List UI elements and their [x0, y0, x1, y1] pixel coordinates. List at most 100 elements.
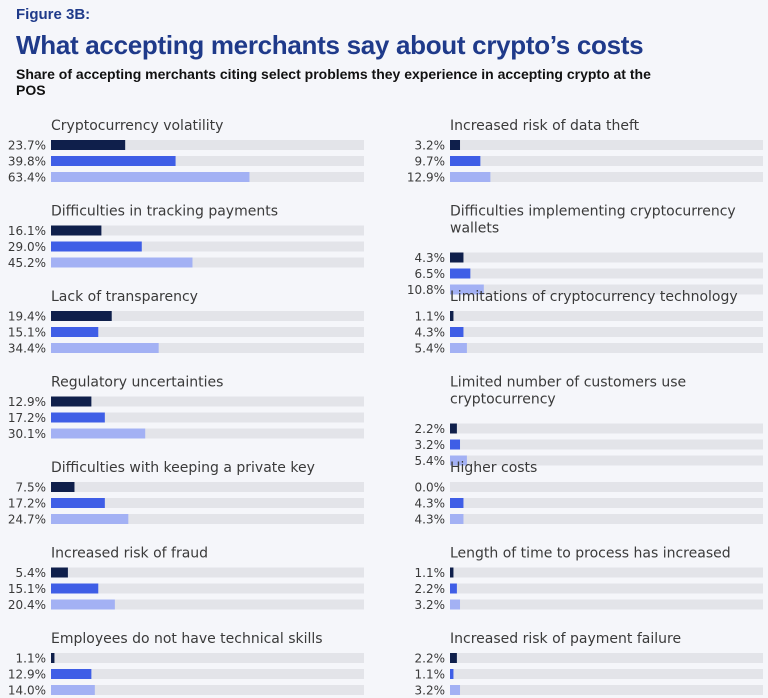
- bar: [51, 653, 55, 663]
- bar: [51, 225, 102, 236]
- bar-track: [450, 498, 763, 508]
- category-label: Length of time to process has increased: [450, 546, 731, 562]
- value-label: 4.3%: [415, 497, 446, 511]
- bar-track: [450, 455, 763, 466]
- value-label: 20.4%: [8, 598, 46, 612]
- bar-track: [51, 156, 364, 166]
- bar-track: [450, 140, 763, 150]
- value-label: 63.4%: [8, 171, 46, 185]
- bar-track: [51, 583, 364, 594]
- bar: [51, 669, 92, 679]
- category-label: Employees do not have technical skills: [51, 631, 323, 647]
- bar: [51, 685, 95, 695]
- bar: [51, 257, 193, 268]
- bar-track: [450, 327, 763, 337]
- category-label: wallets: [450, 221, 499, 237]
- chart-title: What accepting merchants say about crypt…: [16, 30, 644, 60]
- bar: [450, 653, 457, 663]
- bar: [450, 172, 491, 182]
- bar-track: [51, 396, 364, 407]
- figure-label: Figure 3B:: [16, 6, 91, 23]
- value-label: 15.1%: [8, 326, 46, 340]
- value-label: 34.4%: [8, 342, 46, 356]
- bar-track: [450, 268, 763, 279]
- bar-track: [450, 583, 763, 594]
- bar: [51, 311, 112, 321]
- category-label: Increased risk of fraud: [51, 546, 208, 562]
- value-label: 3.2%: [415, 598, 446, 612]
- value-label: 1.1%: [16, 652, 47, 666]
- value-label: 23.7%: [8, 139, 46, 153]
- value-label: 30.1%: [8, 427, 46, 441]
- value-label: 12.9%: [8, 395, 46, 409]
- value-label: 19.4%: [8, 310, 46, 324]
- bar-track: [450, 252, 763, 263]
- bar-track: [450, 567, 763, 578]
- value-label: 5.4%: [16, 566, 47, 580]
- value-label: 16.1%: [8, 224, 46, 238]
- bar-track: [450, 156, 763, 166]
- category-label: Lack of transparency: [51, 289, 198, 305]
- bar-track: [450, 514, 763, 524]
- bar: [450, 252, 464, 263]
- bar: [51, 327, 99, 337]
- bar-track: [51, 241, 364, 252]
- bar: [51, 172, 250, 182]
- value-label: 0.0%: [415, 481, 446, 495]
- value-label: 3.2%: [415, 139, 446, 153]
- value-label: 9.7%: [415, 155, 446, 169]
- category-label: cryptocurrency: [450, 392, 556, 408]
- bar: [450, 327, 464, 337]
- bar: [51, 567, 68, 578]
- value-label: 2.2%: [415, 422, 446, 436]
- value-label: 12.9%: [8, 668, 46, 682]
- value-label: 29.0%: [8, 240, 46, 254]
- bar-track: [450, 685, 763, 695]
- value-label: 7.5%: [16, 481, 47, 495]
- bar-track: [51, 599, 364, 610]
- bar-track: [51, 257, 364, 268]
- bar: [450, 685, 461, 695]
- category-label: Difficulties implementing cryptocurrency: [450, 204, 736, 220]
- value-label: 17.2%: [8, 411, 46, 425]
- bar: [450, 140, 461, 150]
- value-label: 1.1%: [415, 310, 446, 324]
- category-label: Regulatory uncertainties: [51, 375, 223, 391]
- bar-track: [51, 567, 364, 578]
- bar: [450, 439, 461, 450]
- bar-track: [51, 498, 364, 508]
- bar-track: [450, 653, 763, 663]
- bar: [450, 156, 481, 166]
- bar-track: [450, 599, 763, 610]
- bar: [450, 311, 454, 321]
- category-label: Cryptocurrency volatility: [51, 118, 223, 134]
- bar: [450, 567, 454, 578]
- value-label: 4.3%: [415, 326, 446, 340]
- bar: [51, 241, 142, 252]
- bar: [51, 140, 126, 150]
- bar-track: [51, 653, 364, 663]
- category-label: Difficulties with keeping a private key: [51, 460, 315, 476]
- bar-track: [51, 311, 364, 321]
- bar-track: [450, 669, 763, 679]
- bar-track: [450, 172, 763, 182]
- value-label: 3.2%: [415, 684, 446, 698]
- bar-track: [51, 140, 364, 150]
- category-label: Increased risk of payment failure: [450, 631, 681, 647]
- value-label: 14.0%: [8, 684, 46, 698]
- bar: [51, 498, 105, 508]
- value-label: 24.7%: [8, 513, 46, 527]
- bar: [450, 343, 467, 353]
- value-label: 4.3%: [415, 513, 446, 527]
- bar-track: [51, 685, 364, 695]
- category-label: Difficulties in tracking payments: [51, 204, 278, 220]
- bar-track: [51, 327, 364, 337]
- value-label: 2.2%: [415, 652, 446, 666]
- bar-track: [51, 669, 364, 679]
- value-label: 5.4%: [415, 342, 446, 356]
- bar-track: [450, 284, 763, 295]
- category-label: Higher costs: [450, 460, 537, 476]
- bar: [51, 412, 105, 423]
- category-label: Limited number of customers use: [450, 375, 686, 391]
